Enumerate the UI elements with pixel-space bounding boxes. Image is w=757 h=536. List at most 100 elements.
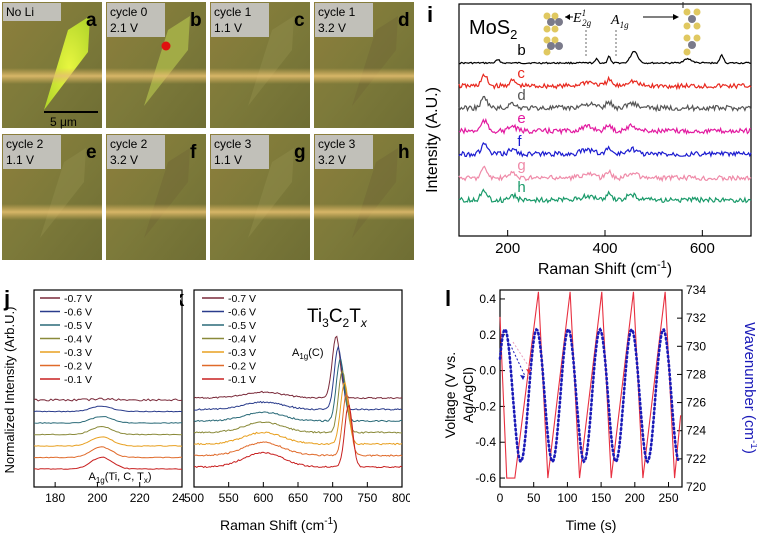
panel-letter-i: i [427,2,433,27]
micrograph-label: cycle 2 [110,137,148,151]
micrograph-g: cycle 3 1.1 V g [210,134,310,260]
legend-label: -0.1 V [228,374,256,386]
x-tick-label: 200 [87,491,107,505]
peak-label-a1g: A1g [610,13,629,30]
micrograph-label: No Li [6,5,34,19]
x-tick-label: 0 [497,491,504,505]
micrograph-e: cycle 2 1.1 V e [2,134,102,260]
y2-tick-label: 730 [686,339,706,353]
legend-label: -0.5 V [64,320,92,332]
legend-label: -0.7 V [228,293,256,305]
series-label-c: c [517,65,525,82]
panel-letter-a: a [86,10,97,31]
panel-k-peak-annotation: A1g(C) [292,347,324,361]
x-tick-label: 550 [219,491,239,505]
panel-j-raman: j -0.7 V -0.6 V-0.5 V -0.4 V-0.3 V -0.2 V-0… [2,286,185,505]
micrograph-voltage: 3.2 V [110,153,138,167]
panel-letter-d: d [398,10,410,31]
series-line [193,335,403,400]
y-tick-label: -0.4 [475,435,496,449]
series-line [193,359,403,423]
x-tick-label: 150 [591,491,611,505]
x-tick-label: 50 [527,491,541,505]
y2-tick-label: 722 [686,452,706,466]
series-line [193,382,403,446]
x-tick-label: 180 [45,491,65,505]
micrograph-b: cycle 0 2.1 V b [106,2,206,128]
micrograph-voltage: 1.1 V [214,21,242,35]
x-tick-label: 650 [288,491,308,505]
series-g-line [458,165,752,183]
x-tick-label: 600 [253,491,273,505]
y2-tick-label: 734 [686,283,706,297]
panel-letter-k: k [180,286,185,311]
panel-l-x-axis-label: Time (s) [566,517,617,533]
series-h-line [458,188,752,204]
panel-l-voltage-wavenumber: l 0 50 100 150 200 250 -0.6 -0.4 -0.2 0.0 0.2 0.4 72… [442,283,757,533]
y2-tick-label: 728 [686,367,706,381]
crystal-structure-icon-left [543,12,563,56]
series-line [194,345,403,411]
panel-j-peak-annotation: A1g(Ti, C, Tx) [88,471,151,485]
scale-bar-label: 5 μm [50,115,77,129]
y-tick-label: 0.0 [479,364,496,378]
series-line [33,397,183,402]
x-tick-label: 240 [172,491,185,505]
wavenumber-line [498,327,680,464]
crystal-structure-icon-right [682,2,701,56]
x-tick-label: 400 [592,240,617,257]
panel-letter-l: l [445,286,451,311]
x-tick-label: 500 [184,491,204,505]
panel-l-y-axis-label-line2: Ag/AgCl) [460,367,476,423]
micrograph-c: cycle 1 1.1 V c [210,2,310,128]
x-tick-label: 250 [659,491,679,505]
series-label-d: d [517,87,525,104]
panel-k-title: Ti3C2Tx [307,306,368,330]
panel-l-y2-axis-label: Wavenumber (cm-1) [741,322,757,454]
legend-label: -0.2 V [64,361,92,373]
x-tick-label: 800 [392,491,410,505]
series-e-line [458,117,752,136]
legend-label: -0.6 V [228,307,256,319]
series-line [33,446,182,459]
series-f-line [458,142,752,159]
micrograph-label: cycle 3 [318,137,356,151]
panel-j-axes-frame [33,289,183,488]
x-tick-label: 700 [323,491,343,505]
panel-letter-f: f [190,142,197,163]
x-tick-label: 600 [690,240,715,257]
panel-k-x-axis-label: Raman Shift (cm-1) [220,516,338,533]
panel-j-y-axis-label: Normalized Intensity (Arb.U.) [2,307,17,474]
y2-tick-label: 726 [686,396,706,410]
micrograph-a: No Li a 5 μm [2,2,102,129]
panel-letter-j: j [3,286,10,311]
legend-label: -0.4 V [64,334,92,346]
x-tick-label: 220 [130,491,150,505]
legend-label: -0.3 V [64,347,92,359]
micrograph-voltage: 2.1 V [110,21,138,35]
series-line [34,456,183,470]
panel-i-y-axis-label: Intensity (A.U.) [425,87,441,193]
peak-label-e2g: E1 2g [572,8,592,28]
series-label-b: b [517,42,525,59]
micrograph-d: cycle 1 3.2 V d [314,2,414,128]
panel-k-ti3c2tx-raman: k -0.7 V -0.6 V-0.5 V -0.4 V-0.3 V -0.2 V-0… [180,286,410,533]
panel-letter-e: e [86,142,97,163]
series-label-f: f [517,133,522,150]
panel-l-axes-frame [499,289,683,488]
series-line [33,436,183,447]
legend-label: -0.3 V [228,347,256,359]
micrograph-h: cycle 3 3.2 V h [314,134,414,260]
series-line [33,405,183,413]
series-c-line [458,73,752,91]
legend-label: -0.4 V [228,334,256,346]
series-line [34,425,183,436]
micrograph-label: cycle 3 [214,137,252,151]
x-tick-label: 200 [495,240,520,257]
series-label-h: h [517,179,525,196]
y2-tick-label: 720 [686,480,706,494]
micrograph-voltage: 1.1 V [6,153,34,167]
legend-label: -0.7 V [64,293,92,305]
